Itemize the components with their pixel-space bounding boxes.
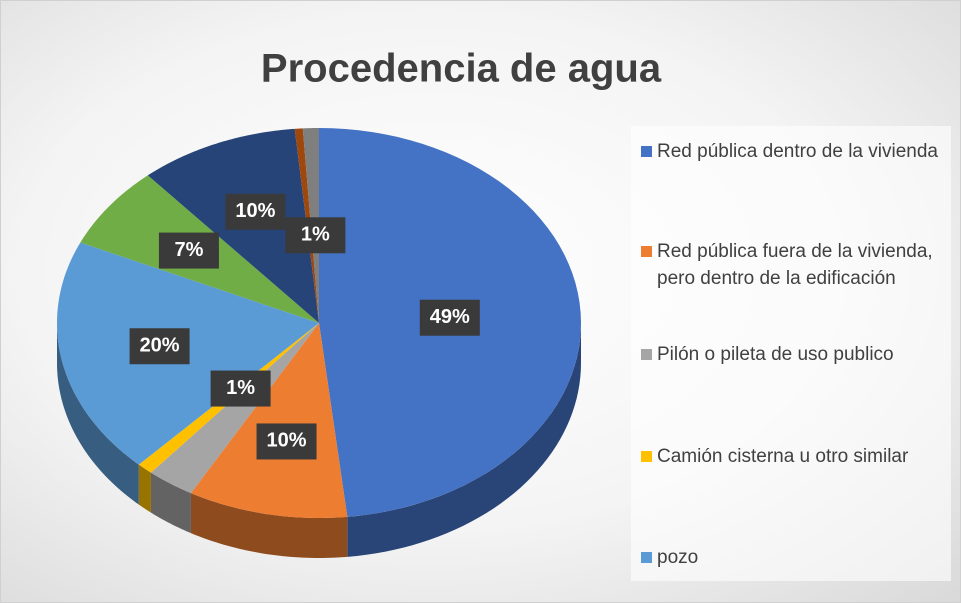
data-label-box: [285, 217, 346, 254]
legend-label: Pilón o pileta de uso publico: [657, 344, 894, 365]
data-label: 7%: [174, 239, 203, 261]
data-label-box: [129, 328, 190, 365]
legend-item: pozo: [641, 544, 960, 571]
data-label-box: [419, 299, 480, 336]
legend-swatch: [641, 552, 652, 563]
pie-side: [138, 464, 151, 513]
pie-side: [190, 493, 348, 558]
data-label: 1%: [301, 224, 330, 246]
data-label-box: [256, 423, 317, 460]
pie-side: [347, 323, 581, 557]
legend-label: pozo: [657, 547, 699, 568]
data-label-box: [210, 370, 271, 407]
data-label-box: [158, 232, 219, 269]
data-label: 10%: [235, 200, 275, 222]
pie-slice: [150, 323, 319, 494]
data-label: 49%: [430, 306, 470, 328]
legend-swatch: [641, 246, 652, 257]
legend-label: Red pública dentro de la vivienda: [657, 141, 938, 162]
legend-swatch: [641, 146, 652, 157]
data-label-box: [225, 193, 286, 230]
legend-item: Pilón o pileta de uso publico: [641, 341, 960, 368]
pie-side: [150, 472, 191, 534]
legend: Red pública dentro de la vivienda Red púb…: [631, 126, 951, 581]
legend-item: Red pública dentro de la vivienda: [641, 138, 960, 165]
legend-swatch: [641, 349, 652, 360]
data-label: 1%: [226, 377, 255, 399]
legend-item: Camión cisterna u otro similar: [641, 443, 960, 470]
legend-label: Red pública fuera de la vivienda, pero d…: [657, 241, 933, 289]
data-label: 20%: [140, 335, 180, 357]
legend-item: Red pública fuera de la vivienda, pero d…: [641, 238, 960, 292]
legend-label: Camión cisterna u otro similar: [657, 446, 909, 467]
data-label: 10%: [267, 430, 307, 452]
pie-side: [57, 323, 139, 505]
legend-swatch: [641, 451, 652, 462]
chart-title: Procedencia de agua: [261, 47, 662, 91]
pie-slice: [190, 323, 348, 518]
